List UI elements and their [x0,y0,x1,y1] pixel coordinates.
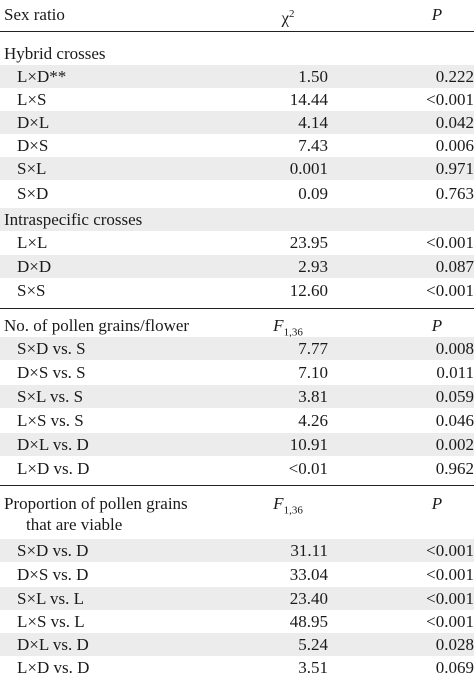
table-row: L×S 14.44 <0.001 [17,90,474,109]
header-p: P [431,5,443,24]
table-row: L×L 23.95 <0.001 [17,233,474,252]
table-row: S×S 12.60 <0.001 [17,281,474,300]
header-chi-square: χ2 [281,8,295,28]
table-row: D×S vs. D 33.04 <0.001 [17,565,474,584]
table-row: D×D 2.93 0.087 [0,255,474,278]
table-row: S×D vs. D 31.11 <0.001 [0,539,474,562]
table-row: D×L vs. D 10.91 0.002 [0,433,474,456]
table-row: D×L vs. D 5.24 0.028 [0,633,474,656]
table-row: L×D** 1.50 0.222 [0,65,474,88]
header-f-stat: F1,36 [273,316,303,339]
section-header-viability: Proportion of pollen grains F1,36 P [0,492,474,516]
section-rule [0,308,474,309]
section-title-hybrid-crosses: Hybrid crosses [4,44,106,63]
table-row: D×S vs. S 7.10 0.011 [17,363,474,382]
table-row: S×L vs. L 23.40 <0.001 [0,587,474,610]
section-title-viability: Proportion of pollen grains [4,494,188,513]
table-row: S×L vs. S 3.81 0.059 [0,385,474,408]
header-p: P [431,494,443,513]
table-row: L×S vs. L 48.95 <0.001 [17,612,474,631]
table-row: S×D vs. S 7.77 0.008 [0,337,474,360]
section-title-pollen-grains: No. of pollen grains/flower [4,316,190,335]
header-sex-ratio: Sex ratio [4,5,65,24]
table-row: L×D vs. D <0.01 0.962 [17,459,474,478]
table-row: L×S vs. S 4.26 0.046 [17,411,474,430]
table-row: D×L 4.14 0.042 [0,111,474,134]
table-row: S×L 0.001 0.971 [0,157,474,180]
header-p: P [431,316,443,335]
table-row: L×D vs. D 3.51 0.069 [17,658,474,677]
table-row: S×D 0.09 0.763 [17,184,474,203]
header-rule [0,31,474,32]
section-rule [0,485,474,486]
section-header-pollen-grains: No. of pollen grains/flower F1,36 P [0,314,474,338]
section-title-intraspecific-crosses: Intraspecific crosses [0,208,474,231]
table-row: D×S 7.43 0.006 [17,136,474,155]
table-header-row: Sex ratio χ2 P [0,3,474,28]
header-f-stat: F1,36 [273,494,303,517]
section-title-continuation: that are viable [26,515,123,534]
